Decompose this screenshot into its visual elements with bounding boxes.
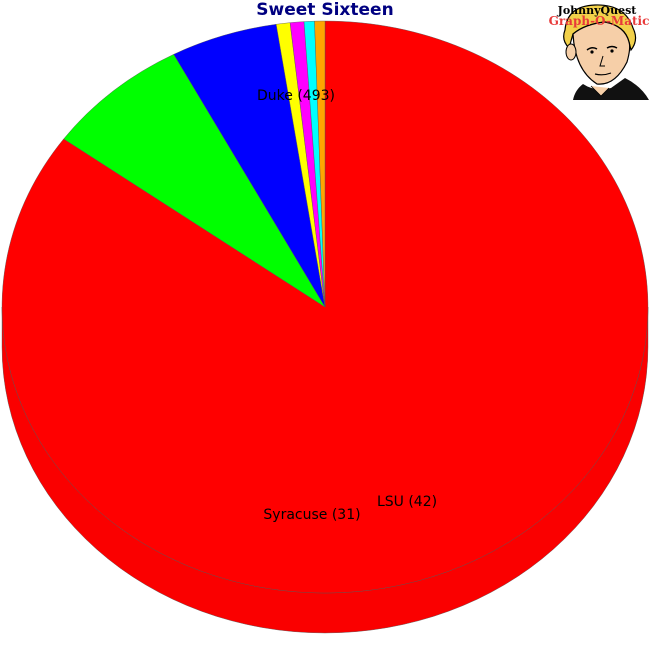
- pie-labels: Duke (493) LSU (42) Syracuse (31): [257, 88, 437, 523]
- slice-label-syracuse: Syracuse (31): [263, 507, 360, 523]
- slice-label-lsu: LSU (42): [377, 494, 437, 510]
- slice-label-duke: Duke (493): [257, 88, 335, 104]
- logo-line-1: JohnnyQuest: [557, 4, 638, 17]
- pie-slice-6: [314, 20, 326, 308]
- pie-slice-lsu: [63, 54, 326, 308]
- johnnyquest-logo: JohnnyQuest Graph-O-Matic: [549, 4, 650, 100]
- logo-line-2: Graph-O-Matic: [549, 14, 650, 28]
- pie-tops: [1, 20, 649, 594]
- chart-title: Sweet Sixteen: [256, 0, 394, 20]
